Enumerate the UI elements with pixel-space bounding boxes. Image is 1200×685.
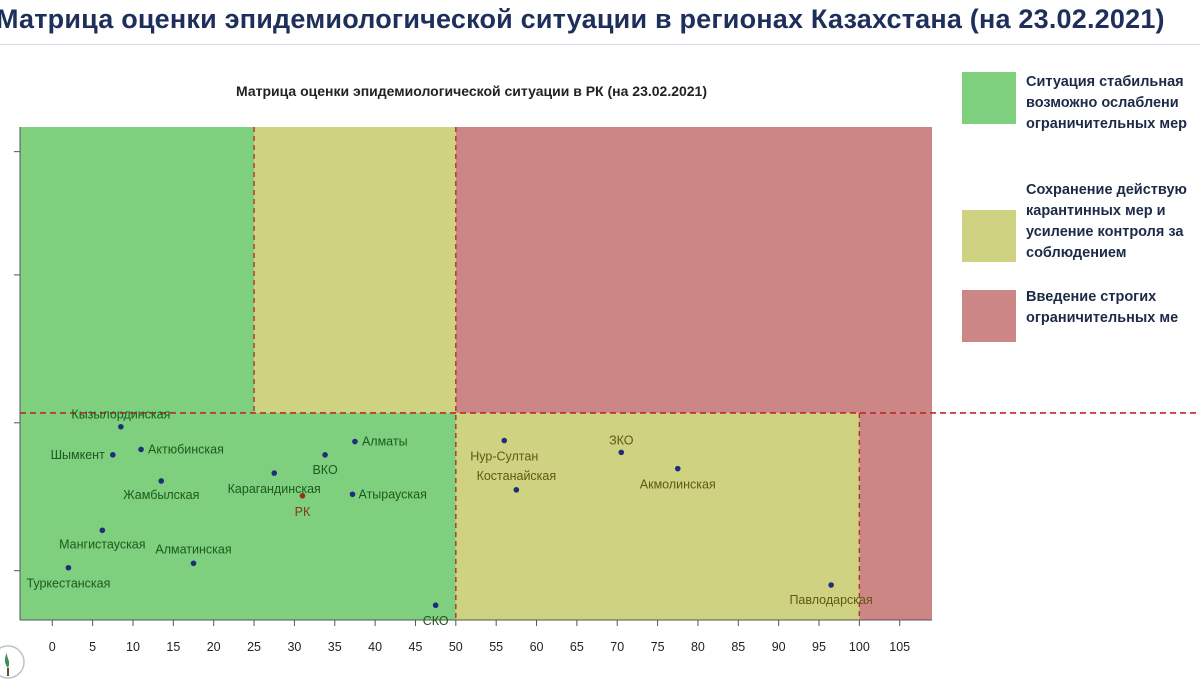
x-tick-label: 55 [489, 640, 503, 654]
point-label: Кызылординская [71, 408, 170, 422]
x-tick-label: 100 [849, 640, 870, 654]
point-СКО [432, 602, 439, 609]
zone-1 [254, 127, 456, 413]
chart-title: Матрица оценки эпидемиологической ситуац… [236, 83, 708, 99]
point-label: Мангистауская [59, 537, 145, 551]
point-label: Жамбылская [123, 488, 199, 502]
threshold-lines [20, 127, 1200, 620]
legend-label: Ситуация стабильная возможно ослаблени о… [1026, 74, 1187, 132]
point-label: Нур-Султан [470, 450, 538, 464]
chart-axes: 0 5 10 15 20 25 30 35 40 45 50 55 60 65 70 75 80 85 90 95 10… [14, 127, 932, 654]
data-points [65, 423, 834, 609]
x-tick-label: 50 [449, 640, 463, 654]
x-tick-label: 70 [610, 640, 624, 654]
x-tick-label: 20 [207, 640, 221, 654]
legend-swatch [962, 72, 1016, 124]
zone-2 [254, 412, 456, 620]
point-Павлодарская [828, 582, 834, 588]
point-Шымкент [110, 452, 116, 458]
legend-swatch [962, 290, 1016, 342]
point-label: Карагандинская [228, 482, 321, 496]
legend-swatch [962, 210, 1016, 262]
point-Акмолинская [674, 465, 681, 472]
zone-3 [455, 127, 932, 413]
x-tick-label: 30 [287, 640, 301, 654]
x-tick-label: 95 [812, 640, 826, 654]
point-label: Алматы [362, 435, 408, 449]
point-label: Алматинская [155, 542, 231, 556]
x-tick-label: 60 [530, 640, 544, 654]
x-tick-label: 5 [89, 640, 96, 654]
point-Мангистауская [99, 527, 106, 534]
point-label: ЗКО [609, 433, 634, 447]
x-tick-label: 35 [328, 640, 342, 654]
point-Атырауская [349, 491, 356, 498]
point-Жамбылская [158, 478, 165, 484]
point-label: Шымкент [51, 448, 105, 462]
point-Нур-Султан [501, 437, 508, 444]
x-tick-label: 65 [570, 640, 584, 654]
point-label: Атырауская [359, 487, 427, 501]
point-label: Костанайская [477, 469, 557, 483]
point-Актюбинская [138, 446, 144, 453]
point-Костанайская [513, 487, 520, 493]
risk-zones [20, 127, 932, 620]
point-labels: Кызылординская Шымкент Актюбинская Жамбылск… [26, 408, 872, 628]
x-tick-label: 10 [126, 640, 140, 654]
point-label: Актюбинская [148, 442, 224, 456]
x-tick-label: 105 [889, 640, 910, 654]
zone-0 [20, 127, 255, 620]
point-РК [299, 492, 306, 499]
point-label: Акмолинская [640, 478, 716, 492]
point-label: Туркестанская [26, 577, 110, 591]
point-ВКО [322, 452, 328, 458]
x-tick-label: 75 [651, 640, 665, 654]
x-tick-label: 80 [691, 640, 705, 654]
x-tick-label: 45 [409, 640, 423, 654]
x-tick-label: 0 [49, 640, 56, 654]
emblem-logo [0, 622, 30, 680]
point-Алматинская [190, 560, 197, 567]
x-tick-label: 25 [247, 640, 261, 654]
x-tick-label: 40 [368, 640, 382, 654]
page-title: Матрица оценки эпидемиологической ситуац… [0, 4, 1165, 34]
x-tick-label: 85 [731, 640, 745, 654]
point-ЗКО [618, 449, 625, 456]
point-label: СКО [423, 614, 449, 628]
point-label: ВКО [312, 463, 337, 477]
zone-5 [859, 412, 932, 620]
point-Туркестанская [65, 564, 72, 571]
point-Алматы [352, 438, 358, 445]
point-Кызылординская [118, 423, 124, 430]
legend-label: Сохранение действую карантинных мер и ус… [1026, 182, 1187, 261]
title-divider [0, 44, 1200, 45]
x-tick-label: 90 [772, 640, 786, 654]
point-label: Павлодарская [789, 593, 872, 607]
x-tick-label: 15 [166, 640, 180, 654]
point-Карагандинская [271, 470, 278, 476]
legend-label: Введение строгих ограничительных ме [1026, 289, 1179, 326]
point-label: РК [295, 505, 311, 519]
zone-4 [455, 412, 860, 620]
